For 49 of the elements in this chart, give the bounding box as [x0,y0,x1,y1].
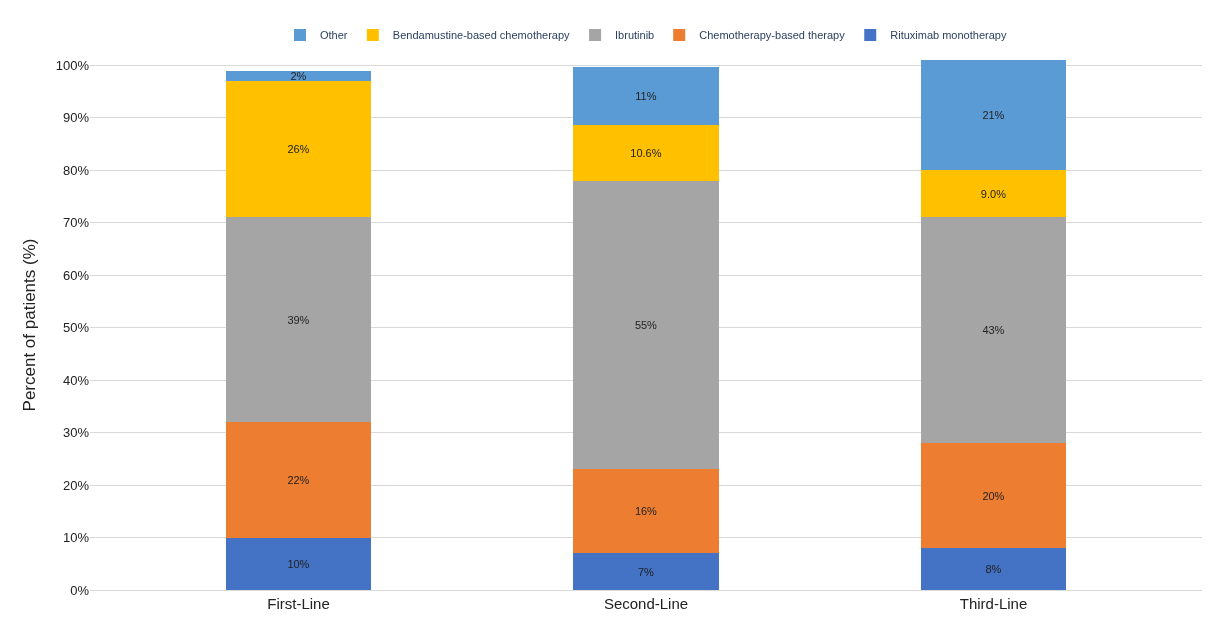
bar [920,217,1067,444]
data-label: 10.6% [630,146,662,159]
legend-label: Ibrutinib [615,29,655,42]
legend-label: Rituximab monotherapy [890,29,1007,42]
y-axis-title: Percent of patients (%) [20,238,40,412]
bar [225,422,372,538]
data-label: 39% [287,313,310,326]
bar [225,537,372,590]
data-label: 2% [290,69,307,82]
y-tick-label: 70% [62,215,90,231]
data-label: 55% [634,319,658,331]
y-tick-label: 10% [62,530,90,546]
bar [573,67,719,126]
bar [225,217,372,423]
y-tick-label: 0% [70,582,90,598]
x-tick-label: Second-Line [603,595,689,612]
data-label: 22% [287,473,310,486]
data-label: 8% [985,563,1002,576]
legend-label: Bendamustine-based chemotherapy [392,29,571,42]
y-tick-label: 100% [55,57,90,73]
legend-label: Chemotherapy-based therapy [699,29,846,42]
y-tick-label: 90% [62,110,90,126]
bar [573,180,719,470]
data-label: 26% [287,143,310,156]
legend-label: Other [320,29,348,42]
bar [225,80,372,218]
x-tick-label: Third-Line [959,595,1028,612]
x-tick-label: First-Line [267,595,330,612]
y-tick-label: 20% [62,477,90,493]
y-tick-label: 30% [62,425,90,441]
data-label: 20% [982,489,1005,502]
y-tick-label: 40% [62,372,90,388]
bar [920,170,1067,218]
data-label: 16% [634,505,658,518]
data-label: 11% [635,90,657,103]
data-label: 43% [982,324,1005,337]
bar [573,553,719,590]
data-label: 9.0% [980,187,1007,200]
bar [920,60,1067,171]
y-tick-label: 80% [62,162,90,178]
data-label: 21% [982,109,1005,122]
y-tick-label: 60% [62,267,90,283]
data-label: 10% [287,557,310,570]
bar [920,443,1067,549]
data-label: 7% [637,565,655,578]
y-tick-label: 50% [62,320,90,336]
bar [920,548,1067,590]
bar [573,469,719,554]
bar [573,125,719,181]
